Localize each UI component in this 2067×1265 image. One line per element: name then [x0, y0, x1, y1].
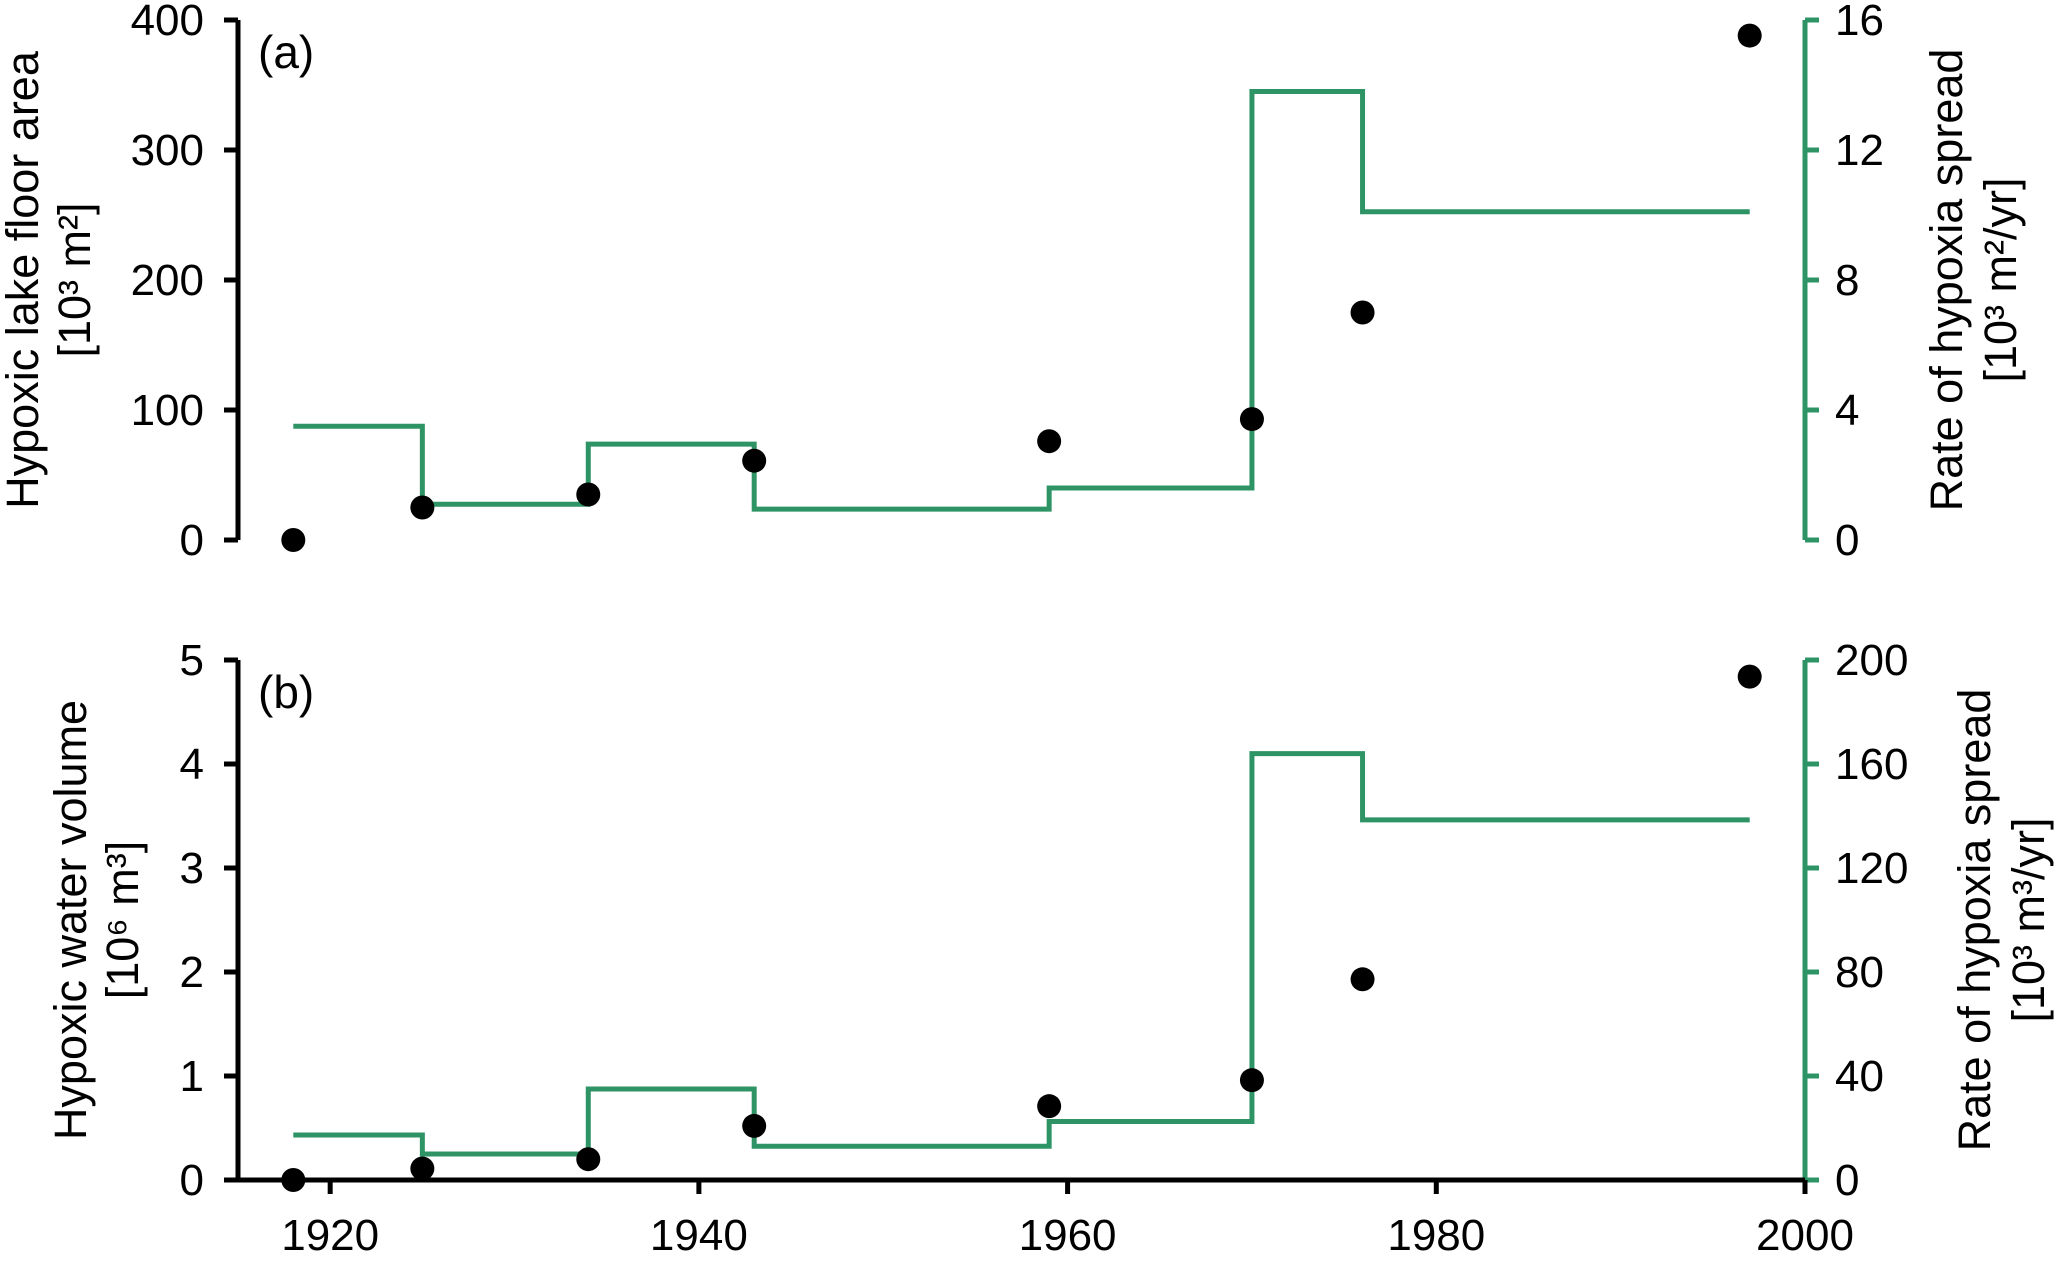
hypoxia-data-point — [410, 1156, 435, 1181]
right-y-axis-title: Rate of hypoxia spread — [1949, 689, 2000, 1152]
panel-label: (a) — [258, 26, 314, 78]
hypoxia-data-point — [1239, 407, 1264, 432]
left-y-tick-label: 0 — [180, 516, 204, 565]
hypoxia-data-point — [1037, 1094, 1062, 1119]
left-y-axis-unit: [10³ m²] — [49, 202, 100, 357]
hypoxia-data-point — [1350, 967, 1375, 992]
left-y-tick-label: 200 — [131, 256, 204, 305]
right-y-tick-label: 16 — [1835, 0, 1884, 45]
left-y-tick-label: 300 — [131, 126, 204, 175]
x-axis: 1920 1940 1960 1980 2000 — [238, 1177, 1854, 1260]
right-y-tick-label: 200 — [1835, 636, 1908, 685]
hypoxia-data-point — [576, 1147, 601, 1172]
left-y-tick-label: 100 — [131, 386, 204, 435]
right-y-axis-unit: [10³ m²/yr] — [1975, 177, 2026, 382]
panel-b-water-volume: 0 1 2 3 4 5 0 40 80 120 160 200 (b) Hypoxic water vol… — [45, 636, 2054, 1205]
right-y-tick-label: 4 — [1835, 386, 1859, 435]
left-y-axis-unit: [10⁶ m³] — [97, 841, 148, 1000]
right-y-tick-label: 8 — [1835, 256, 1859, 305]
left-y-tick-label: 2 — [180, 948, 204, 997]
right-y-tick-label: 40 — [1835, 1052, 1884, 1101]
right-y-tick-label: 0 — [1835, 1156, 1859, 1205]
left-y-tick-label: 4 — [180, 740, 204, 789]
x-tick-label: 1940 — [650, 1211, 748, 1260]
hypoxia-data-point — [410, 495, 435, 520]
hypoxia-data-point — [742, 448, 767, 473]
left-y-axis-title: Hypoxic water volume — [45, 700, 96, 1140]
x-tick-label: 1960 — [1019, 1211, 1117, 1260]
rate-of-spread-step-line — [293, 89, 1750, 512]
right-y-tick-label: 120 — [1835, 844, 1908, 893]
left-y-tick-label: 5 — [180, 636, 204, 685]
right-y-tick-label: 0 — [1835, 516, 1859, 565]
hypoxia-data-point — [1737, 23, 1762, 48]
hypoxia-data-point — [281, 528, 306, 552]
right-y-tick-label: 12 — [1835, 126, 1884, 175]
left-y-tick-label: 3 — [180, 844, 204, 893]
hypoxia-data-point — [1350, 300, 1375, 325]
left-y-tick-label: 0 — [180, 1156, 204, 1205]
x-tick-label: 1920 — [281, 1211, 379, 1260]
right-y-tick-label: 80 — [1835, 948, 1884, 997]
hypoxia-data-point — [576, 482, 601, 507]
x-tick-label: 2000 — [1756, 1211, 1854, 1260]
panel-label: (b) — [258, 666, 314, 718]
left-y-tick-label: 400 — [131, 0, 204, 45]
hypoxia-data-point — [1037, 429, 1062, 454]
left-y-axis-title: Hypoxic lake floor area — [0, 50, 48, 509]
right-y-tick-label: 160 — [1835, 740, 1908, 789]
right-y-axis-title: Rate of hypoxia spread — [1921, 49, 1972, 512]
left-y-tick-label: 1 — [180, 1052, 204, 1101]
panel-a-lake-floor-area: 0 100 200 300 400 0 4 8 12 16 (a) Hypoxic lake floo… — [0, 0, 2026, 565]
right-y-axis-unit: [10³ m³/yr] — [2003, 817, 2054, 1022]
hypoxia-data-point — [742, 1113, 767, 1138]
rate-of-spread-step-line — [293, 751, 1750, 1157]
hypoxia-data-point — [1737, 664, 1762, 689]
hypoxia-data-point — [1239, 1068, 1264, 1093]
x-tick-label: 1980 — [1387, 1211, 1485, 1260]
